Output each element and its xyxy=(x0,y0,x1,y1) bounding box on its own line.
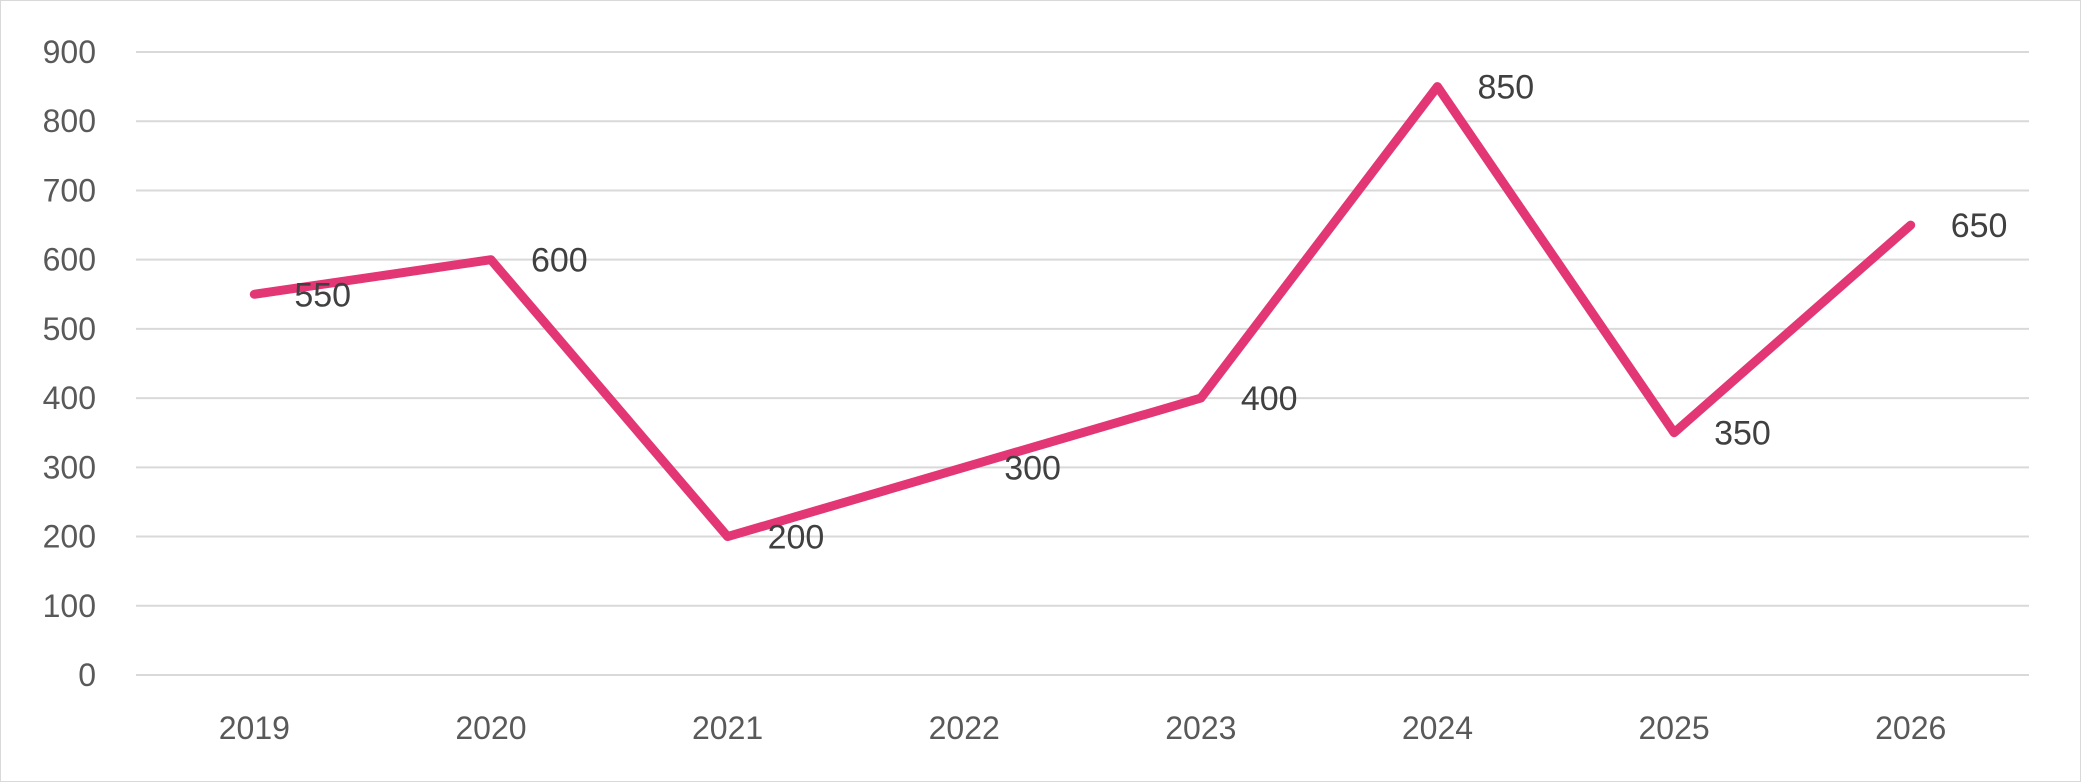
x-tick-label: 2022 xyxy=(929,710,1000,746)
x-tick-label: 2020 xyxy=(455,710,526,746)
y-tick-label: 700 xyxy=(43,172,96,208)
x-tick-label: 2021 xyxy=(692,710,763,746)
data-label: 850 xyxy=(1477,69,1534,107)
data-label: 550 xyxy=(294,276,351,314)
gridlines xyxy=(136,51,2029,676)
data-point xyxy=(1433,82,1442,91)
data-point xyxy=(723,532,732,541)
y-tick-label: 400 xyxy=(43,380,96,416)
data-label: 600 xyxy=(531,242,588,280)
x-tick-label: 2026 xyxy=(1875,710,1946,746)
x-tick-label: 2023 xyxy=(1165,710,1236,746)
y-tick-label: 0 xyxy=(78,657,96,693)
series-layer xyxy=(249,82,1916,542)
x-tick-label: 2019 xyxy=(219,710,290,746)
y-tick-label: 500 xyxy=(43,311,96,347)
data-label: 300 xyxy=(1004,449,1061,487)
data-point xyxy=(1670,428,1679,437)
data-labels: 550 600 200 300 400 850 350 650 xyxy=(294,69,2007,557)
data-point xyxy=(250,290,259,299)
x-tick-label: 2025 xyxy=(1638,710,1709,746)
x-tick-label: 2024 xyxy=(1402,710,1473,746)
data-label: 650 xyxy=(1951,207,2008,245)
series-line xyxy=(249,82,1916,542)
data-label: 200 xyxy=(768,519,825,557)
data-point xyxy=(960,463,969,472)
data-label: 350 xyxy=(1714,415,1771,453)
data-label: 400 xyxy=(1241,380,1298,418)
data-point xyxy=(1906,221,1915,230)
y-axis-ticks: 0 100 200 300 400 500 600 700 800 900 xyxy=(43,34,96,693)
x-axis-ticks: 2019 2020 2021 2022 2023 2024 2025 2026 xyxy=(219,710,1947,746)
y-tick-label: 100 xyxy=(43,588,96,624)
data-point xyxy=(486,255,495,264)
y-tick-label: 900 xyxy=(43,34,96,70)
y-tick-label: 300 xyxy=(43,449,96,485)
y-tick-label: 800 xyxy=(43,103,96,139)
data-point xyxy=(1196,394,1205,403)
y-tick-label: 200 xyxy=(43,519,96,555)
y-tick-label: 600 xyxy=(43,242,96,278)
